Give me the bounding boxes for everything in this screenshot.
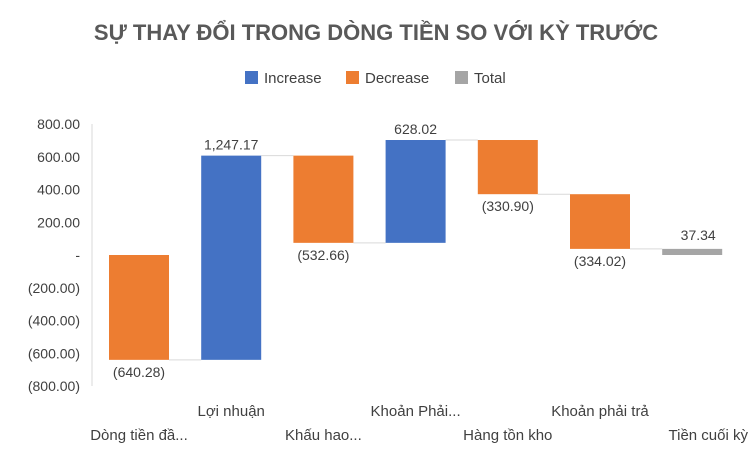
legend-label-decrease: Decrease (365, 70, 429, 87)
category-label-7: Tiền cuối kỳ (669, 427, 749, 444)
data-label-2: 1,247.17 (204, 137, 259, 153)
data-label-6: (334.02) (574, 253, 626, 269)
y-tick-label: 600.00 (37, 149, 80, 165)
data-labels: (640.28) 1,247.17 (532.66) 628.02 (330.90) (3… (113, 121, 716, 380)
bar-1 (109, 255, 169, 360)
x-axis-labels: Dòng tiền đầ... Lợi nhuận Khấu hao... Khoản… (90, 403, 748, 444)
data-label-3: (532.66) (297, 247, 349, 263)
category-label-1: Dòng tiền đầ... (90, 427, 188, 444)
bar-7 (662, 248, 723, 255)
bar-3 (293, 155, 354, 243)
category-label-2: Lợi nhuận (198, 403, 265, 420)
data-label-7: 37.34 (681, 227, 716, 243)
bar-6 (570, 194, 630, 249)
y-tick-label: 200.00 (37, 214, 80, 230)
connector-lines (169, 139, 663, 361)
y-tick-label: 400.00 (37, 182, 80, 198)
data-label-4: 628.02 (394, 121, 437, 137)
data-label-1: (640.28) (113, 364, 165, 380)
bars (109, 140, 723, 360)
y-tick-label: (800.00) (28, 378, 80, 394)
chart-legend: Increase Decrease Total (245, 70, 506, 87)
y-tick-label: (400.00) (28, 313, 80, 329)
legend-label-increase: Increase (264, 70, 322, 87)
category-label-6: Khoản phải trả (551, 403, 649, 420)
y-axis: 800.00 600.00 400.00 200.00 - (200.00) (400.00… (28, 116, 93, 394)
legend-label-total: Total (474, 70, 506, 87)
bar-4 (385, 140, 446, 243)
legend-swatch-total (455, 71, 468, 84)
y-tick-label: - (75, 247, 80, 263)
category-label-4: Khoản Phải... (371, 403, 461, 420)
bar-5 (477, 140, 538, 195)
y-tick-label: (200.00) (28, 280, 80, 296)
data-label-5: (330.90) (482, 198, 534, 214)
y-tick-label: 800.00 (37, 116, 80, 132)
legend-swatch-increase (245, 71, 258, 84)
y-tick-label: (600.00) (28, 345, 80, 361)
chart-title: SỰ THAY ĐỔI TRONG DÒNG TIỀN SO VỚI KỲ TR… (94, 20, 658, 45)
legend-swatch-decrease (346, 71, 359, 84)
category-label-5: Hàng tồn kho (463, 427, 552, 444)
bar-2 (201, 155, 262, 360)
category-label-3: Khấu hao... (285, 427, 362, 444)
